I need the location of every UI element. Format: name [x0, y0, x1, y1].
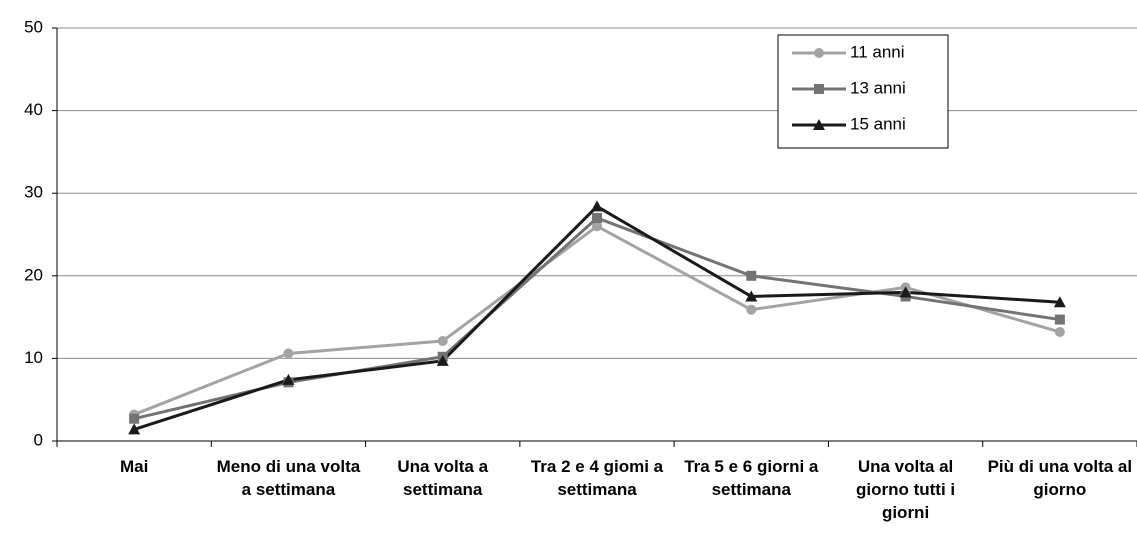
y-tick-label: 50 [24, 17, 43, 36]
data-point [1054, 314, 1065, 325]
data-point [129, 413, 140, 424]
y-tick-label: 0 [34, 430, 43, 449]
legend: 11 anni 13 anni 15 anni [777, 34, 949, 149]
series-line [133, 204, 1060, 431]
data-point [436, 354, 449, 366]
y-tick-label: 10 [24, 348, 43, 367]
legend-marker [813, 119, 825, 130]
legend-marker [814, 84, 824, 94]
data-point [745, 290, 758, 302]
data-point [592, 212, 602, 223]
y-tick-label: 20 [24, 265, 43, 284]
x-tick-label: Meno di una volta a settimana [216, 457, 361, 499]
legend-label: 13 anni [850, 78, 906, 97]
data-point [592, 221, 602, 232]
legend-marker [814, 48, 824, 58]
x-tick-label: Una volta al giorno tutti i giorni [855, 457, 956, 522]
x-tick-label: Tra 2 e 4 giomi a settimana [530, 457, 664, 499]
x-tick-label: Una volta a settimana [397, 457, 489, 499]
data-point [1054, 326, 1065, 337]
data-point [746, 270, 757, 281]
series-line [133, 216, 1061, 421]
x-tick-label: Tra 5 e 6 giorni a settimana [684, 457, 819, 499]
data-point [283, 348, 294, 359]
x-tick-label: Più di una volta al giorno [987, 457, 1133, 499]
data-point [282, 373, 295, 385]
y-tick-label: 30 [24, 183, 43, 202]
data-point [899, 286, 912, 298]
data-point [437, 336, 448, 347]
legend-label: 15 anni [850, 114, 906, 133]
y-tick-label: 40 [24, 100, 43, 119]
legend-label: 11 anni [850, 42, 905, 61]
data-point [1053, 296, 1066, 308]
data-point [128, 423, 141, 435]
data-point [746, 304, 757, 315]
data-point [591, 200, 603, 212]
x-tick-label: Mai [119, 457, 149, 476]
